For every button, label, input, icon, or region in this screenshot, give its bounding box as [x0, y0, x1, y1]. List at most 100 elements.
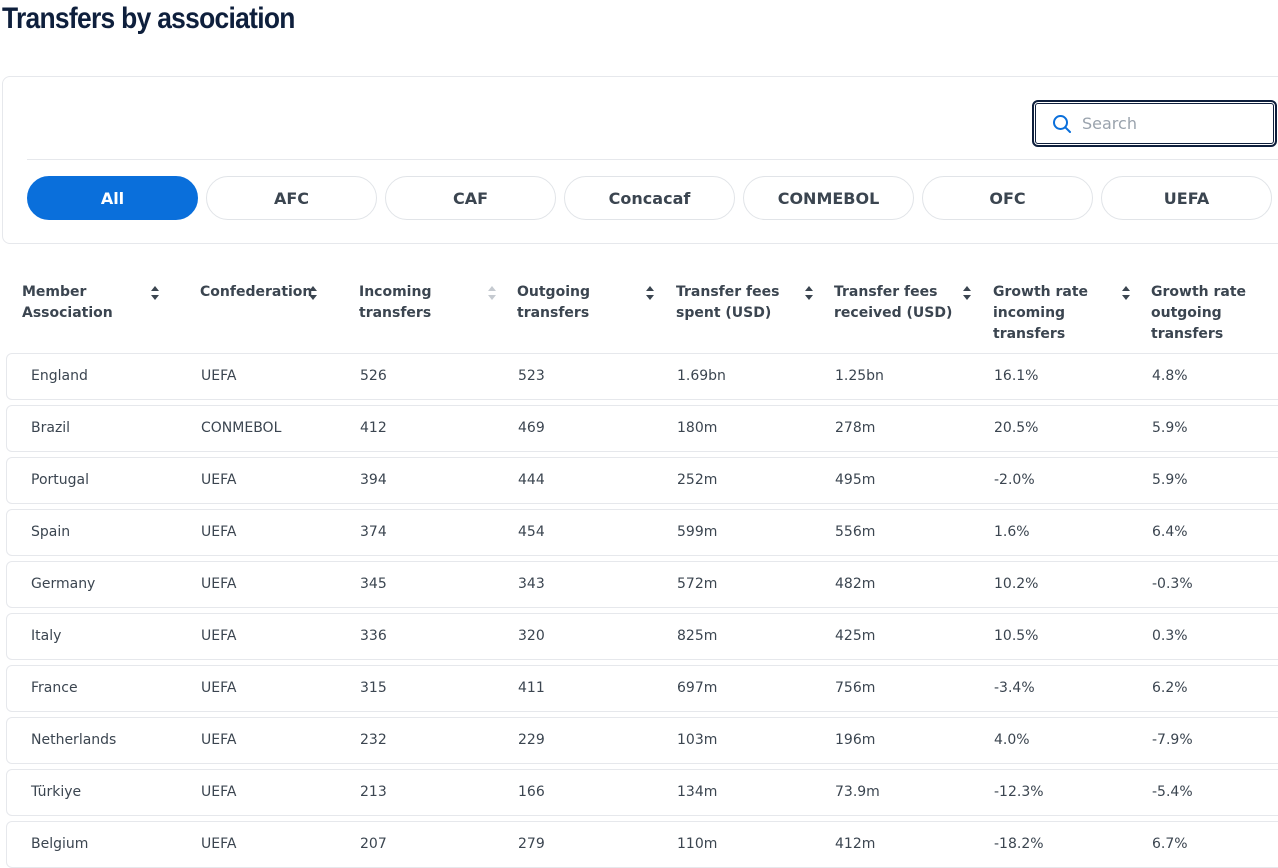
table-cell: UEFA [201, 628, 237, 644]
table-cell: 20.5% [994, 420, 1039, 436]
table-cell: 411 [518, 680, 545, 696]
table-cell: -18.2% [994, 836, 1044, 852]
table-cell: Portugal [31, 472, 89, 488]
table-cell: 10.2% [994, 576, 1039, 592]
table-row[interactable]: Spain UEFA 374 454 599m 556m 1.6% 6.4% [6, 509, 1278, 556]
sort-icon[interactable] [645, 284, 655, 302]
table-cell: 523 [518, 368, 545, 384]
table-row[interactable]: Belgium UEFA 207 279 110m 412m -18.2% 6.7% [6, 821, 1278, 868]
table-cell: 166 [518, 784, 545, 800]
column-header[interactable]: Member Association [22, 284, 113, 321]
table-cell: 1.69bn [677, 368, 726, 384]
sort-icon[interactable] [962, 284, 972, 302]
search-box[interactable]: Search [1032, 100, 1277, 147]
table-cell: 412 [360, 420, 387, 436]
table-cell: -5.4% [1152, 784, 1193, 800]
table-cell: Brazil [31, 420, 71, 436]
column-header[interactable]: Transfer fees received (USD) [834, 284, 953, 321]
table-cell: 526 [360, 368, 387, 384]
table-cell: 345 [360, 576, 387, 592]
column-header[interactable]: Outgoing transfers [517, 284, 590, 321]
table-cell: 103m [677, 732, 718, 748]
table-cell: 315 [360, 680, 387, 696]
column-header[interactable]: Confederation [200, 284, 313, 300]
filter-card: Search All AFC CAF Concacaf CONMEBOL OFC UEFA [2, 76, 1278, 244]
column-header[interactable]: Growth rate outgoing transfers [1151, 284, 1247, 342]
page-title: Transfers by association [2, 2, 295, 35]
filter-tab[interactable]: CAF [385, 176, 556, 220]
sort-icon[interactable] [487, 284, 497, 302]
table-cell: 279 [518, 836, 545, 852]
table-cell: 444 [518, 472, 545, 488]
table-cell: France [31, 680, 78, 696]
filter-tab[interactable]: OFC [922, 176, 1093, 220]
table-cell: 278m [835, 420, 876, 436]
table-row[interactable]: Brazil CONMEBOL 412 469 180m 278m 20.5% 5.9% [6, 405, 1278, 452]
table-cell: Türkiye [31, 784, 82, 800]
table-cell: Germany [31, 576, 96, 592]
table-cell: 134m [677, 784, 718, 800]
table-cell: 482m [835, 576, 876, 592]
table-cell: 599m [677, 524, 718, 540]
table-cell: 180m [677, 420, 718, 436]
search-icon [1053, 114, 1071, 133]
table-cell: 110m [677, 836, 718, 852]
table-row[interactable]: Türkiye UEFA 213 166 134m 73.9m -12.3% -5.4% [6, 769, 1278, 816]
table-cell: 1.6% [994, 524, 1030, 540]
table-cell: UEFA [201, 472, 237, 488]
table-cell: 469 [518, 420, 545, 436]
filter-tab[interactable]: UEFA [1101, 176, 1272, 220]
table-cell: 425m [835, 628, 876, 644]
table-cell: 394 [360, 472, 387, 488]
table-cell: UEFA [201, 680, 237, 696]
filter-tab[interactable]: AFC [206, 176, 377, 220]
table-cell: 207 [360, 836, 387, 852]
table-cell: 454 [518, 524, 545, 540]
table-cell: UEFA [201, 368, 237, 384]
table-cell: 6.4% [1152, 524, 1188, 540]
table-row[interactable]: Portugal UEFA 394 444 252m 495m -2.0% 5.9% [6, 457, 1278, 504]
column-header[interactable]: Incoming transfers [359, 284, 432, 321]
table-cell: 5.9% [1152, 472, 1188, 488]
table-cell: 4.0% [994, 732, 1030, 748]
table-cell: -7.9% [1152, 732, 1193, 748]
table-cell: England [31, 368, 88, 384]
table-cell: UEFA [201, 784, 237, 800]
table-cell: 5.9% [1152, 420, 1188, 436]
table-cell: -3.4% [994, 680, 1035, 696]
table-row[interactable]: Netherlands UEFA 232 229 103m 196m 4.0% -7.9% [6, 717, 1278, 764]
table-cell: 252m [677, 472, 718, 488]
table-row[interactable]: England UEFA 526 523 1.69bn 1.25bn 16.1% 4.8% [6, 353, 1278, 400]
table-cell: UEFA [201, 732, 237, 748]
table-cell: 10.5% [994, 628, 1039, 644]
column-header[interactable]: Growth rate incoming transfers [993, 284, 1089, 342]
table-cell: Italy [31, 628, 62, 644]
table-row[interactable]: Italy UEFA 336 320 825m 425m 10.5% 0.3% [6, 613, 1278, 660]
table-cell: 374 [360, 524, 387, 540]
sort-icon[interactable] [308, 284, 318, 302]
sort-icon[interactable] [150, 284, 160, 302]
table-cell: 6.7% [1152, 836, 1188, 852]
table-cell: -12.3% [994, 784, 1044, 800]
filter-tab[interactable]: CONMEBOL [743, 176, 914, 220]
table-cell: 697m [677, 680, 718, 696]
table-cell: 825m [677, 628, 718, 644]
sort-icon[interactable] [1121, 284, 1131, 302]
table-cell: CONMEBOL [201, 420, 282, 436]
table-cell: 572m [677, 576, 718, 592]
table-cell: 320 [518, 628, 545, 644]
sort-icon[interactable] [804, 284, 814, 302]
table-row[interactable]: Germany UEFA 345 343 572m 482m 10.2% -0.3% [6, 561, 1278, 608]
table-cell: -2.0% [994, 472, 1035, 488]
table-cell: 229 [518, 732, 545, 748]
table-cell: UEFA [201, 576, 237, 592]
table-cell: Netherlands [31, 732, 117, 748]
table-cell: 343 [518, 576, 545, 592]
table-cell: 16.1% [994, 368, 1039, 384]
filter-tab[interactable]: Concacaf [564, 176, 735, 220]
table-row[interactable]: France UEFA 315 411 697m 756m -3.4% 6.2% [6, 665, 1278, 712]
table-cell: Belgium [31, 836, 89, 852]
filter-tab[interactable]: All [27, 176, 198, 220]
table-cell: 756m [835, 680, 876, 696]
column-header[interactable]: Transfer fees spent (USD) [676, 284, 780, 321]
